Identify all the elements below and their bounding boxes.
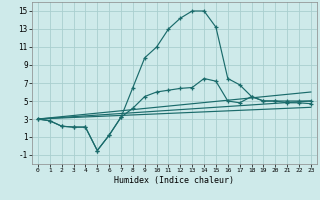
X-axis label: Humidex (Indice chaleur): Humidex (Indice chaleur): [115, 176, 234, 185]
